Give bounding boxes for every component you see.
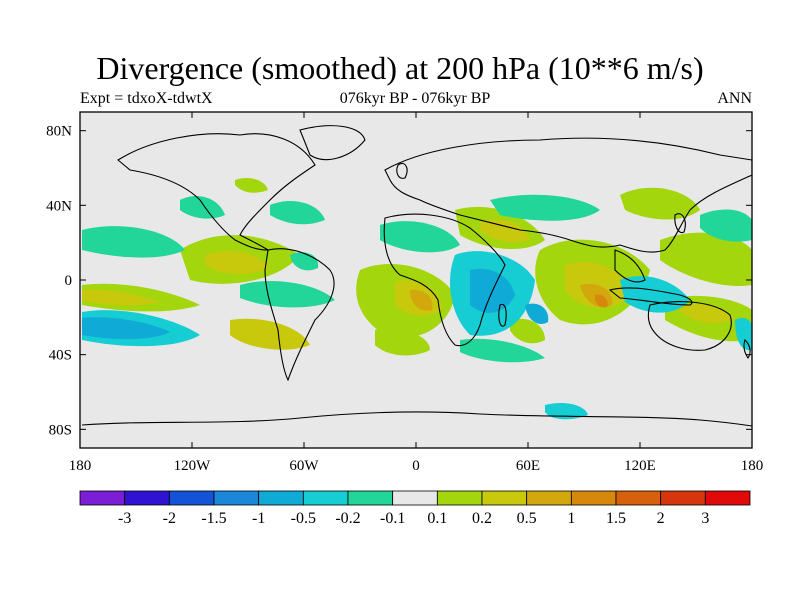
lat-tick-label: 40N [46,198,72,214]
coastline-new-zealand [743,338,751,359]
colorbar-label: -3 [118,510,131,527]
colorbar-label: 0.5 [517,510,537,527]
experiment-label: Expt = tdxoX-tdwtX [80,90,213,107]
field-patch [235,178,268,193]
field-patch [240,280,335,308]
field-patch [82,289,160,306]
lat-tick-label: 0 [65,273,73,289]
colorbar: -3 -2 -1.5 -1 -0.5 -0.2 -0.1 0.1 0.2 0.5 1 1.5 2 3 [79,490,751,527]
colorbar-swatch [615,490,662,506]
colorbar-label: -1 [252,510,265,527]
colorbar-label: 3 [701,510,709,527]
field-patch [565,261,630,308]
colorbar-swatch [660,490,706,506]
field-patch [660,232,752,286]
field-patch [480,219,530,242]
field-patch [525,303,549,325]
field-patch [594,294,608,308]
coastline-eurasia [384,137,752,253]
coastline-north-america [117,133,316,251]
coastline-greenland [299,125,366,161]
colorbar-swatch [481,490,528,506]
field-patch [460,338,545,363]
field-patch [82,317,170,340]
lon-tick-label: 120E [624,458,656,474]
colorbar-label: 1.5 [606,510,626,527]
field-patch [380,221,460,253]
coastline-southeast-asia [614,249,646,283]
field-patch [82,226,185,258]
lon-tick-label: 120W [174,458,212,474]
colorbar-label: -1.5 [201,510,226,527]
colorbar-label: -0.5 [291,510,316,527]
colorbar-swatch [213,490,260,506]
colorbar-label: 0.2 [472,510,492,527]
colorbar-label: 2 [657,510,665,527]
lon-tick-label: 180 [741,458,764,474]
colorbar-swatch [570,490,617,506]
longitude-axis: 180 120W 60W 0 60E 120E 180 [69,112,764,474]
field-patch [180,195,225,219]
field-patch [230,318,310,350]
lon-tick-label: 60W [289,458,319,474]
coastline-africa [383,213,506,347]
lat-tick-label: 80S [49,422,72,438]
colorbar-swatch [168,490,215,506]
field-patch [545,403,588,420]
field-patch [510,318,545,344]
colorbar-swatch [704,490,751,506]
field-patch [735,317,752,351]
colorbar-label: 0.1 [427,510,447,527]
colorbar-swatch [347,490,394,506]
field-patch [680,303,735,324]
coastline-madagascar [498,303,507,327]
lat-tick-label: 80N [46,124,72,140]
colorbar-label: -2 [163,510,176,527]
field-patch [270,200,325,225]
lon-tick-label: 0 [412,458,420,474]
season-label: ANN [717,90,752,107]
coastlines [81,125,752,427]
colorbar-swatch [124,490,170,506]
coastline-australia [647,301,732,351]
map-title: Divergence (smoothed) at 200 hPa (10**6 … [96,50,704,86]
field-patch [700,209,752,242]
colorbar-swatch [258,490,304,506]
colorbar-label: 1 [567,510,575,527]
colorbar-swatch [436,490,483,506]
colorbar-swatch [526,490,572,506]
latitude-axis: 80N 40N 0 40S 80S [46,124,752,438]
lon-tick-label: 180 [69,458,92,474]
period-label: 076kyr BP - 076kyr BP [339,90,491,107]
colorbar-swatch [392,490,438,506]
lon-tick-label: 60E [516,458,540,474]
coastline-indonesia [608,287,693,306]
field-patch [375,328,430,356]
field-patch [410,289,433,311]
coastline-antarctica [81,411,752,427]
coastline-uk [396,162,408,179]
colorbar-swatch [79,490,126,506]
field-patch [620,187,700,220]
coastline-south-america [264,248,335,382]
divergence-field [82,178,752,420]
field-patch [205,250,270,275]
lat-tick-label: 40S [49,348,72,364]
colorbar-label: -0.1 [380,510,405,527]
field-patch [490,194,600,221]
coastline-japan [674,213,686,234]
colorbar-label: -0.2 [335,510,360,527]
colorbar-swatch [302,490,349,506]
